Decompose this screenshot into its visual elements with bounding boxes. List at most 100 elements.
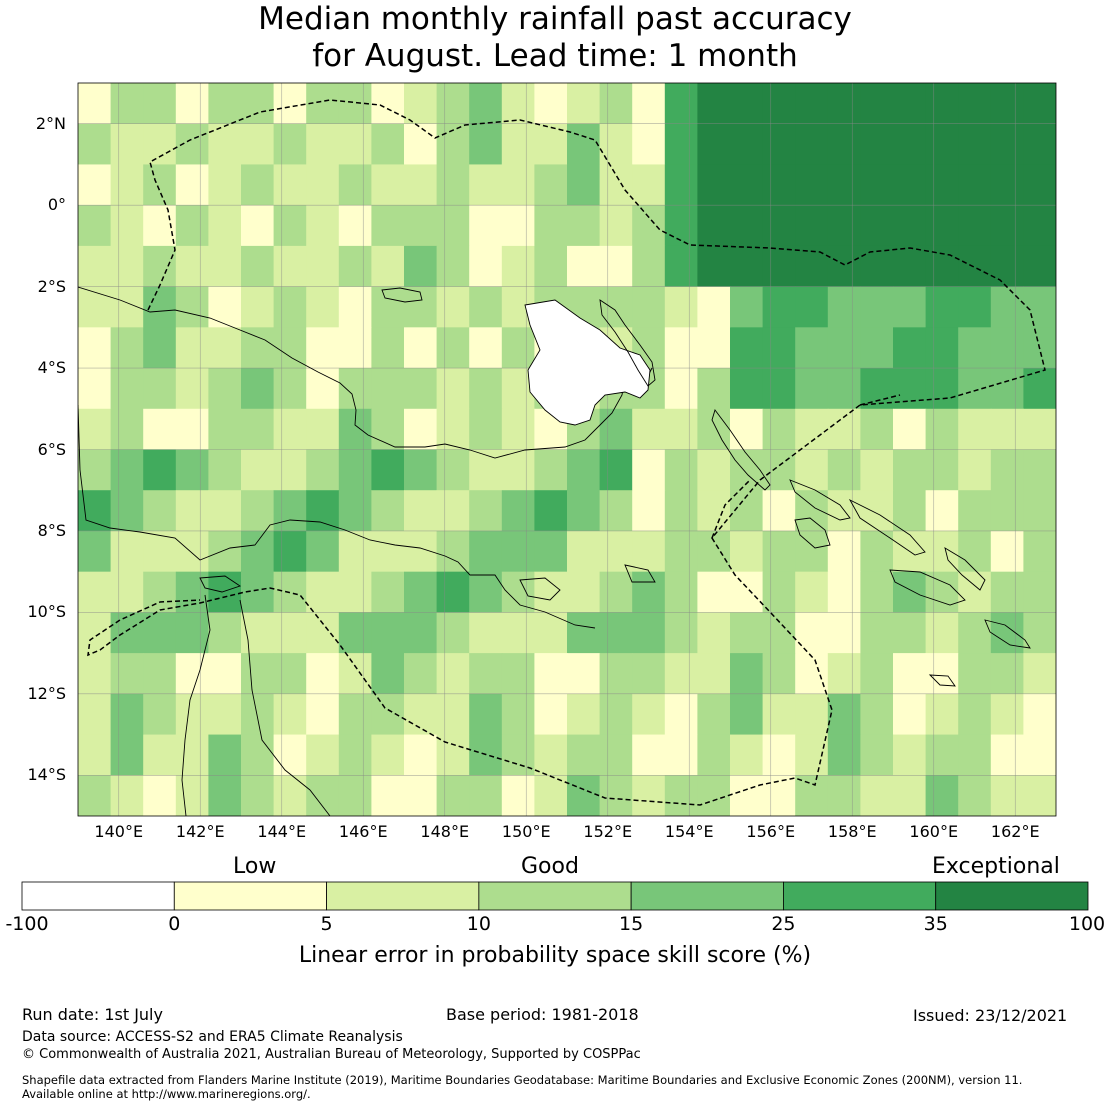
skill-cell [436,734,470,776]
skill-cell [599,286,633,328]
skill-cell [469,327,503,369]
skill-cell [469,368,503,410]
skill-cell [175,164,209,206]
skill-cell [827,123,861,166]
skill-cell [990,164,1024,206]
skill-cell [762,449,796,491]
skill-cell [404,571,438,613]
skill-cell [827,693,861,736]
skill-cell [664,83,698,125]
skill-cell [534,571,568,613]
skill-cell [697,653,731,695]
skill-cell [860,245,894,288]
skill-cell [567,245,601,288]
skill-cell [143,368,177,410]
skill-cell [762,286,796,328]
colorbar-segment [478,881,632,911]
skill-cell [893,123,927,166]
skill-cell [730,449,764,491]
skill-cell [110,449,144,491]
skill-cell [501,83,535,125]
skill-cell [208,449,242,491]
skill-cell [697,490,731,532]
skill-cell [175,205,209,247]
skill-cell [306,205,340,247]
skill-cell [925,164,959,206]
skill-cell [730,571,764,613]
skill-cell [697,530,731,573]
skill-cell [860,490,894,532]
skill-cell [404,449,438,491]
skill-cell [860,571,894,613]
skill-cell [241,734,275,776]
skill-cell [762,408,796,451]
skill-cell [1023,245,1056,288]
run-date: Run date: 1st July [22,1005,163,1024]
skill-cell [78,286,112,328]
skill-cell [404,205,438,247]
skill-cell [175,83,209,125]
colorbar-tick-label: 25 [771,913,796,935]
skill-cell [338,490,372,532]
skill-cell [175,571,209,613]
skill-cell [436,653,470,695]
copyright: © Commonwealth of Australia 2021, Austra… [22,1047,641,1062]
skill-cell [175,612,209,654]
skill-cell [143,571,177,613]
skill-cell [893,408,927,451]
skill-cell [501,408,535,451]
skill-cell [208,775,242,816]
skill-cell [436,327,470,369]
skill-cell [730,775,764,816]
skill-cell [990,775,1024,816]
skill-cell [730,653,764,695]
skill-cell [436,245,470,288]
skill-cell [306,286,340,328]
skill-cell [567,775,601,816]
skill-cell [958,408,992,451]
skill-cell [110,653,144,695]
latitude-label: 4°S [37,358,66,378]
skill-cell [860,734,894,776]
skill-cell [827,653,861,695]
skill-cell [469,123,503,166]
shapefile-credit-line-1: Shapefile data extracted from Flanders M… [22,1073,1023,1087]
skill-cell [534,164,568,206]
skill-cell [893,205,927,247]
skill-cell [208,571,242,613]
colorbar-tick-label: 5 [320,913,333,935]
skill-cell [893,286,927,328]
skill-cell [567,612,601,654]
skill-cell [632,83,666,125]
skill-cell [273,245,307,288]
skill-cell [1023,734,1056,776]
skill-cell [925,693,959,736]
skill-cell [664,408,698,451]
skill-cell [599,612,633,654]
colorbar-tick-label: 100 [1068,913,1106,935]
colorbar-label-good: Good [521,854,579,879]
skill-cell [273,571,307,613]
skill-cell [110,245,144,288]
skill-cell [1023,123,1056,166]
skill-cell [306,490,340,532]
skill-cell [338,693,372,736]
longitude-label: 156°E [746,822,796,841]
skill-cell [762,368,796,410]
skill-cell [860,205,894,247]
skill-cell [990,612,1024,654]
skill-cell [1023,164,1056,206]
skill-cell [175,327,209,369]
skill-cell [958,205,992,247]
skill-cell [338,123,372,166]
skill-cell [110,734,144,776]
skill-cell [827,530,861,573]
skill-cell [469,612,503,654]
latitude-label: 10°S [27,602,66,622]
skill-cell [143,653,177,695]
skill-cell [208,530,242,573]
skill-cell [208,490,242,532]
skill-score-grid [78,83,1056,816]
skill-cell [632,612,666,654]
skill-cell [925,653,959,695]
